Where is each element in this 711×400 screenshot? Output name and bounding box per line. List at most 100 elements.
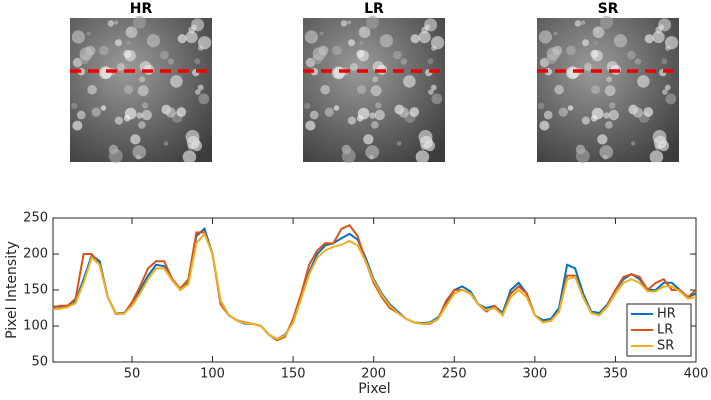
image-blob bbox=[114, 116, 124, 125]
image-blob bbox=[581, 116, 591, 125]
image-blob bbox=[347, 20, 352, 25]
y-axis-label: Pixel Intensity bbox=[4, 241, 20, 339]
image-blob bbox=[142, 102, 149, 109]
image-blob bbox=[593, 40, 598, 46]
image-blob bbox=[146, 34, 161, 48]
x-tick-label: 300 bbox=[522, 367, 547, 382]
image-blob bbox=[431, 93, 443, 105]
image-blob bbox=[379, 34, 394, 48]
image-blob bbox=[644, 34, 654, 44]
image-blob bbox=[365, 15, 380, 29]
image-blob bbox=[661, 58, 668, 65]
image-blob bbox=[124, 85, 134, 95]
image-blob bbox=[132, 15, 147, 29]
image-blob bbox=[126, 40, 131, 46]
image-blob bbox=[304, 30, 318, 44]
image-blob bbox=[369, 112, 376, 119]
image-blob bbox=[71, 30, 85, 44]
image-blob bbox=[374, 109, 385, 121]
legend-label: LR bbox=[657, 323, 673, 338]
image-blob bbox=[108, 149, 123, 163]
image-blob bbox=[100, 105, 107, 111]
image-blob bbox=[637, 75, 650, 88]
image-blob bbox=[123, 49, 132, 58]
image-blob bbox=[91, 107, 101, 117]
image-blob bbox=[567, 105, 574, 111]
image-blob bbox=[137, 85, 149, 97]
image-blob bbox=[363, 134, 374, 145]
image-blob bbox=[72, 120, 83, 131]
series-line bbox=[52, 231, 697, 341]
image-blob bbox=[341, 149, 356, 163]
image-blob bbox=[114, 20, 119, 25]
image-blob bbox=[375, 102, 382, 109]
image-blob bbox=[609, 102, 616, 109]
image-blob bbox=[428, 89, 434, 95]
image-blob bbox=[130, 134, 141, 145]
image-blob bbox=[107, 20, 115, 27]
y-tick-label: 250 bbox=[23, 211, 48, 226]
legend-box bbox=[626, 303, 692, 357]
image-blob bbox=[319, 31, 324, 36]
y-tick-label: 50 bbox=[31, 355, 48, 370]
image-blob bbox=[312, 47, 326, 61]
image-blob bbox=[415, 150, 430, 164]
image-blob bbox=[591, 107, 604, 120]
image-blob bbox=[553, 31, 558, 36]
image-blob bbox=[643, 107, 654, 117]
image-blob bbox=[86, 31, 91, 36]
image-blob bbox=[371, 121, 379, 129]
image bbox=[537, 15, 679, 164]
image-blob bbox=[195, 89, 201, 95]
x-tick-label: 150 bbox=[281, 367, 306, 382]
image-blob bbox=[599, 145, 614, 160]
image-blob bbox=[332, 66, 345, 80]
image-blob bbox=[197, 84, 204, 91]
image-blob bbox=[185, 130, 200, 144]
image-blob bbox=[538, 30, 552, 44]
image-blob bbox=[543, 110, 553, 120]
image-blob bbox=[613, 34, 628, 48]
image-blob bbox=[634, 58, 642, 65]
image-blob bbox=[347, 116, 357, 125]
legend-label: HR bbox=[657, 307, 676, 322]
image-blob bbox=[197, 36, 212, 50]
image-blob bbox=[584, 63, 592, 71]
image-blob bbox=[136, 112, 143, 119]
x-tick-label: 250 bbox=[442, 367, 467, 382]
image-blob bbox=[356, 49, 365, 58]
image-blob bbox=[176, 107, 187, 117]
image-title: SR bbox=[598, 1, 619, 17]
image-blob bbox=[182, 150, 197, 164]
image-blob bbox=[359, 40, 364, 46]
image-blob bbox=[632, 107, 643, 118]
image-blob bbox=[348, 39, 356, 47]
image-blob bbox=[99, 66, 112, 80]
legend-label: SR bbox=[657, 339, 674, 354]
image-blob bbox=[664, 84, 671, 91]
image-blob bbox=[340, 20, 348, 27]
image-blob bbox=[566, 66, 579, 80]
image-blob bbox=[652, 31, 665, 44]
image-blob bbox=[126, 27, 133, 34]
x-tick-label: 350 bbox=[603, 367, 628, 382]
image-blob bbox=[558, 107, 568, 117]
image-blob bbox=[418, 31, 431, 44]
image-blob bbox=[305, 120, 316, 131]
x-tick-label: 400 bbox=[684, 367, 709, 382]
image-blob bbox=[357, 85, 367, 95]
image-blob bbox=[160, 50, 169, 60]
image-blob bbox=[163, 141, 169, 146]
plot-area bbox=[52, 217, 697, 363]
image-blob bbox=[409, 107, 420, 117]
image-blob bbox=[185, 31, 198, 44]
image-blob bbox=[575, 149, 590, 163]
image-blob bbox=[590, 49, 599, 58]
image-blob bbox=[398, 107, 409, 118]
image-blob bbox=[138, 121, 146, 129]
image-blob bbox=[357, 107, 370, 120]
image-blob bbox=[87, 84, 97, 95]
y-tick-label: 200 bbox=[23, 247, 48, 262]
image-blob bbox=[304, 102, 311, 110]
